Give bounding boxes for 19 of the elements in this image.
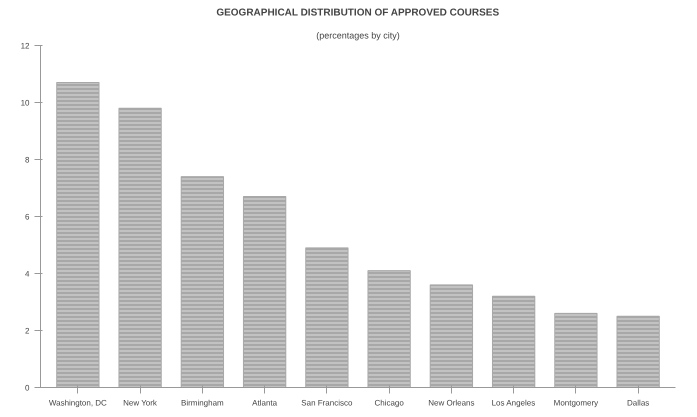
y-tick-label: 2	[25, 326, 30, 336]
chart-title: GEOGRAPHICAL DISTRIBUTION OF APPROVED COURSES	[216, 8, 500, 18]
chart-subtitle: (percentages by city)	[316, 30, 400, 40]
x-tick-label: New York	[123, 398, 158, 408]
y-tick-label: 4	[25, 270, 30, 278]
y-tick-label: 0	[25, 384, 30, 392]
y-tick-label: 10	[20, 98, 30, 108]
y-tick-label: 12	[20, 42, 30, 50]
y-tick-label: 8	[25, 156, 30, 164]
y-tick-label: 6	[25, 212, 30, 222]
x-tick-label: Atlanta	[252, 398, 278, 408]
x-tick-label: Montgomery	[554, 398, 598, 408]
x-tick-label: Washington, DC	[48, 398, 108, 408]
x-tick-label: Birmingham	[181, 398, 224, 408]
x-tick-label: San Francisco	[301, 398, 353, 408]
x-tick-label: Los Angeles	[492, 398, 536, 408]
x-tick-label: Chicago	[374, 398, 404, 408]
x-tick-label: Dallas	[627, 398, 650, 408]
x-tick-label: New Orleans	[428, 398, 475, 408]
